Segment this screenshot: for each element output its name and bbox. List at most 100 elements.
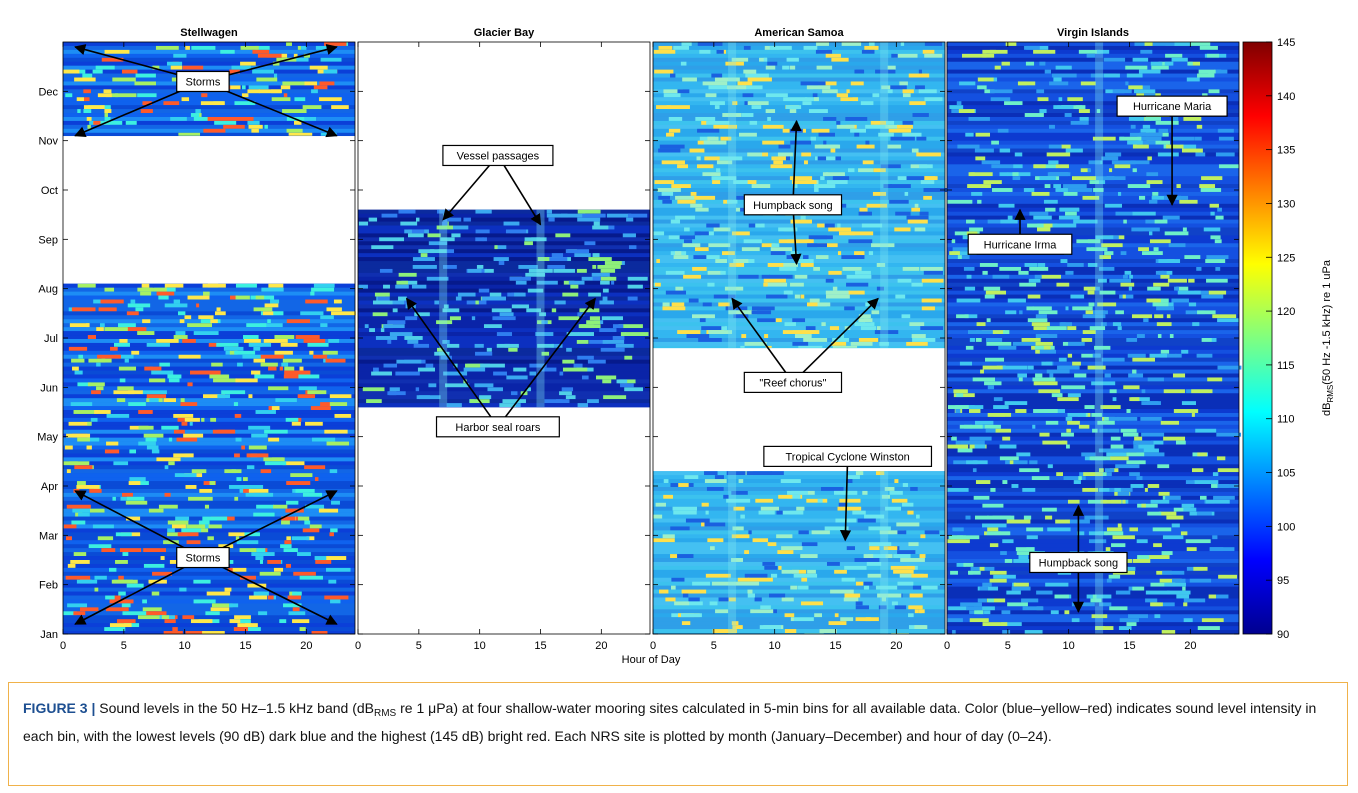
heatmap-cell — [600, 280, 610, 285]
heatmap-cell — [1156, 306, 1175, 311]
heatmap-cell — [1165, 144, 1184, 149]
heatmap-cell — [987, 598, 994, 603]
heatmap-cell — [618, 324, 643, 329]
heatmap-cell — [863, 318, 869, 323]
heatmap-cell — [1027, 365, 1034, 370]
heatmap-cell — [1088, 302, 1095, 307]
heatmap-cell — [313, 283, 335, 288]
heatmap-cell — [977, 598, 988, 603]
heatmap-cell — [1047, 172, 1071, 177]
heatmap-cell — [1120, 251, 1127, 256]
heatmap-cell — [499, 312, 514, 317]
heatmap-panel-glacier-bay — [358, 209, 650, 408]
heatmap-cell — [656, 259, 660, 264]
heatmap-cell — [129, 449, 137, 454]
heatmap-cell — [844, 565, 867, 570]
heatmap-cell — [1041, 361, 1053, 366]
heatmap-cell — [1154, 314, 1164, 319]
heatmap-cell — [125, 516, 141, 521]
heatmap-cell — [253, 307, 273, 312]
heatmap-cell — [1173, 409, 1199, 413]
heatmap-row — [653, 514, 945, 519]
heatmap-row — [653, 306, 945, 311]
heatmap-cell — [66, 504, 91, 509]
heatmap-cell — [129, 477, 146, 482]
heatmap-cell — [247, 120, 260, 125]
heatmap-cell — [1183, 618, 1193, 623]
heatmap-cell — [307, 342, 329, 347]
heatmap-cell — [1034, 274, 1042, 279]
heatmap-cell — [785, 156, 791, 161]
heatmap-cell — [1152, 527, 1172, 532]
heatmap-cell — [1048, 144, 1062, 149]
heatmap-cell — [977, 199, 982, 204]
heatmap-cell — [1149, 239, 1171, 244]
heatmap-cell — [267, 595, 274, 600]
heatmap-cell — [881, 85, 907, 90]
annotation-arrow — [74, 556, 204, 625]
heatmap-row — [63, 595, 355, 600]
heatmap-cell — [1110, 456, 1129, 461]
heatmap-cell — [1123, 219, 1127, 224]
heatmap-cell — [986, 341, 1012, 346]
heatmap-row — [947, 69, 1239, 74]
heatmap-cell — [229, 350, 238, 355]
heatmap-cell — [184, 315, 192, 320]
heatmap-cell — [436, 225, 455, 230]
heatmap-cell — [65, 575, 91, 580]
heatmap-cell — [474, 383, 494, 388]
heatmap-cell — [1021, 338, 1041, 342]
heatmap-cell — [114, 342, 130, 347]
heatmap-cell — [952, 527, 964, 532]
heatmap-cell — [293, 571, 316, 576]
heatmap-row — [653, 77, 945, 82]
heatmap-cell — [1153, 42, 1175, 46]
heatmap-cell — [763, 57, 768, 62]
heatmap-cell — [999, 148, 1011, 153]
heatmap-row — [947, 128, 1239, 134]
heatmap-cell — [975, 132, 991, 137]
heatmap-cell — [677, 164, 689, 169]
heatmap-cell — [109, 599, 134, 604]
heatmap-row — [358, 351, 650, 357]
heatmap-row — [947, 85, 1239, 90]
heatmap-cell — [302, 492, 323, 497]
heatmap-cell — [779, 266, 797, 271]
heatmap-cell — [78, 512, 90, 517]
heatmap-cell — [297, 394, 316, 399]
heatmap-row — [653, 475, 945, 480]
heatmap-row — [63, 402, 355, 407]
heatmap-cell — [1195, 152, 1206, 157]
heatmap-cell — [1174, 286, 1180, 291]
heatmap-cell — [678, 483, 689, 487]
heatmap-cell — [577, 355, 594, 360]
heatmap-cell — [1109, 235, 1119, 240]
heatmap-cell — [914, 203, 919, 208]
heatmap-cell — [670, 585, 676, 590]
heatmap-cell — [1098, 448, 1124, 453]
annotation-label: Humpback song — [1039, 557, 1119, 569]
heatmap-cell — [198, 315, 214, 320]
heatmap-cell — [792, 184, 798, 189]
heatmap-cell — [948, 606, 969, 611]
heatmap-cell — [262, 311, 274, 316]
heatmap-cell — [292, 619, 310, 624]
heatmap-cell — [804, 633, 824, 634]
heatmap-cell — [234, 453, 240, 458]
heatmap-cell — [846, 479, 853, 484]
heatmap-cell — [707, 270, 722, 275]
heatmap-cell — [1183, 116, 1202, 121]
heatmap-cell — [1218, 574, 1238, 579]
heatmap-row — [653, 231, 945, 236]
heatmap-cell — [1031, 476, 1050, 481]
x-tick-label: 0 — [60, 640, 66, 652]
heatmap-cell — [486, 347, 492, 352]
heatmap-cell — [1053, 105, 1074, 110]
heatmap-cell — [747, 152, 763, 157]
heatmap-cell — [659, 144, 685, 149]
heatmap-cell — [475, 237, 484, 242]
heatmap-cell — [589, 316, 601, 321]
heatmap-cell — [654, 282, 661, 287]
heatmap-cell — [164, 619, 176, 624]
heatmap-cell — [1081, 338, 1093, 342]
